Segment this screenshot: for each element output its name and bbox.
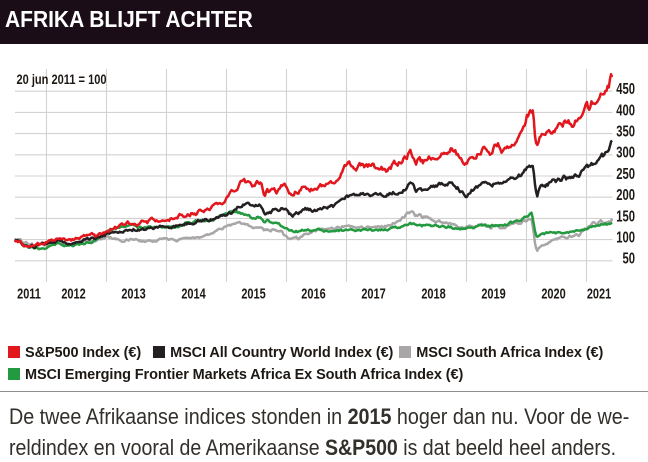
svg-text:150: 150 <box>616 208 635 225</box>
svg-text:300: 300 <box>616 144 635 161</box>
svg-text:2014: 2014 <box>181 285 206 302</box>
svg-text:2018: 2018 <box>421 285 445 302</box>
svg-text:2016: 2016 <box>301 285 325 302</box>
svg-text:200: 200 <box>616 186 635 203</box>
svg-text:350: 350 <box>616 123 635 140</box>
svg-text:2015: 2015 <box>241 285 265 302</box>
svg-text:2020: 2020 <box>541 285 565 302</box>
svg-text:2019: 2019 <box>481 285 505 302</box>
svg-text:2017: 2017 <box>361 285 385 302</box>
svg-text:50: 50 <box>623 250 635 267</box>
svg-text:450: 450 <box>616 80 635 97</box>
svg-text:2021: 2021 <box>587 285 611 302</box>
svg-text:250: 250 <box>616 165 635 182</box>
svg-text:2012: 2012 <box>61 285 85 302</box>
svg-text:20 jun 2011 = 100: 20 jun 2011 = 100 <box>17 72 107 88</box>
svg-text:100: 100 <box>616 229 635 246</box>
svg-text:2011: 2011 <box>17 285 41 302</box>
svg-text:2013: 2013 <box>121 285 145 302</box>
svg-text:400: 400 <box>616 102 635 119</box>
